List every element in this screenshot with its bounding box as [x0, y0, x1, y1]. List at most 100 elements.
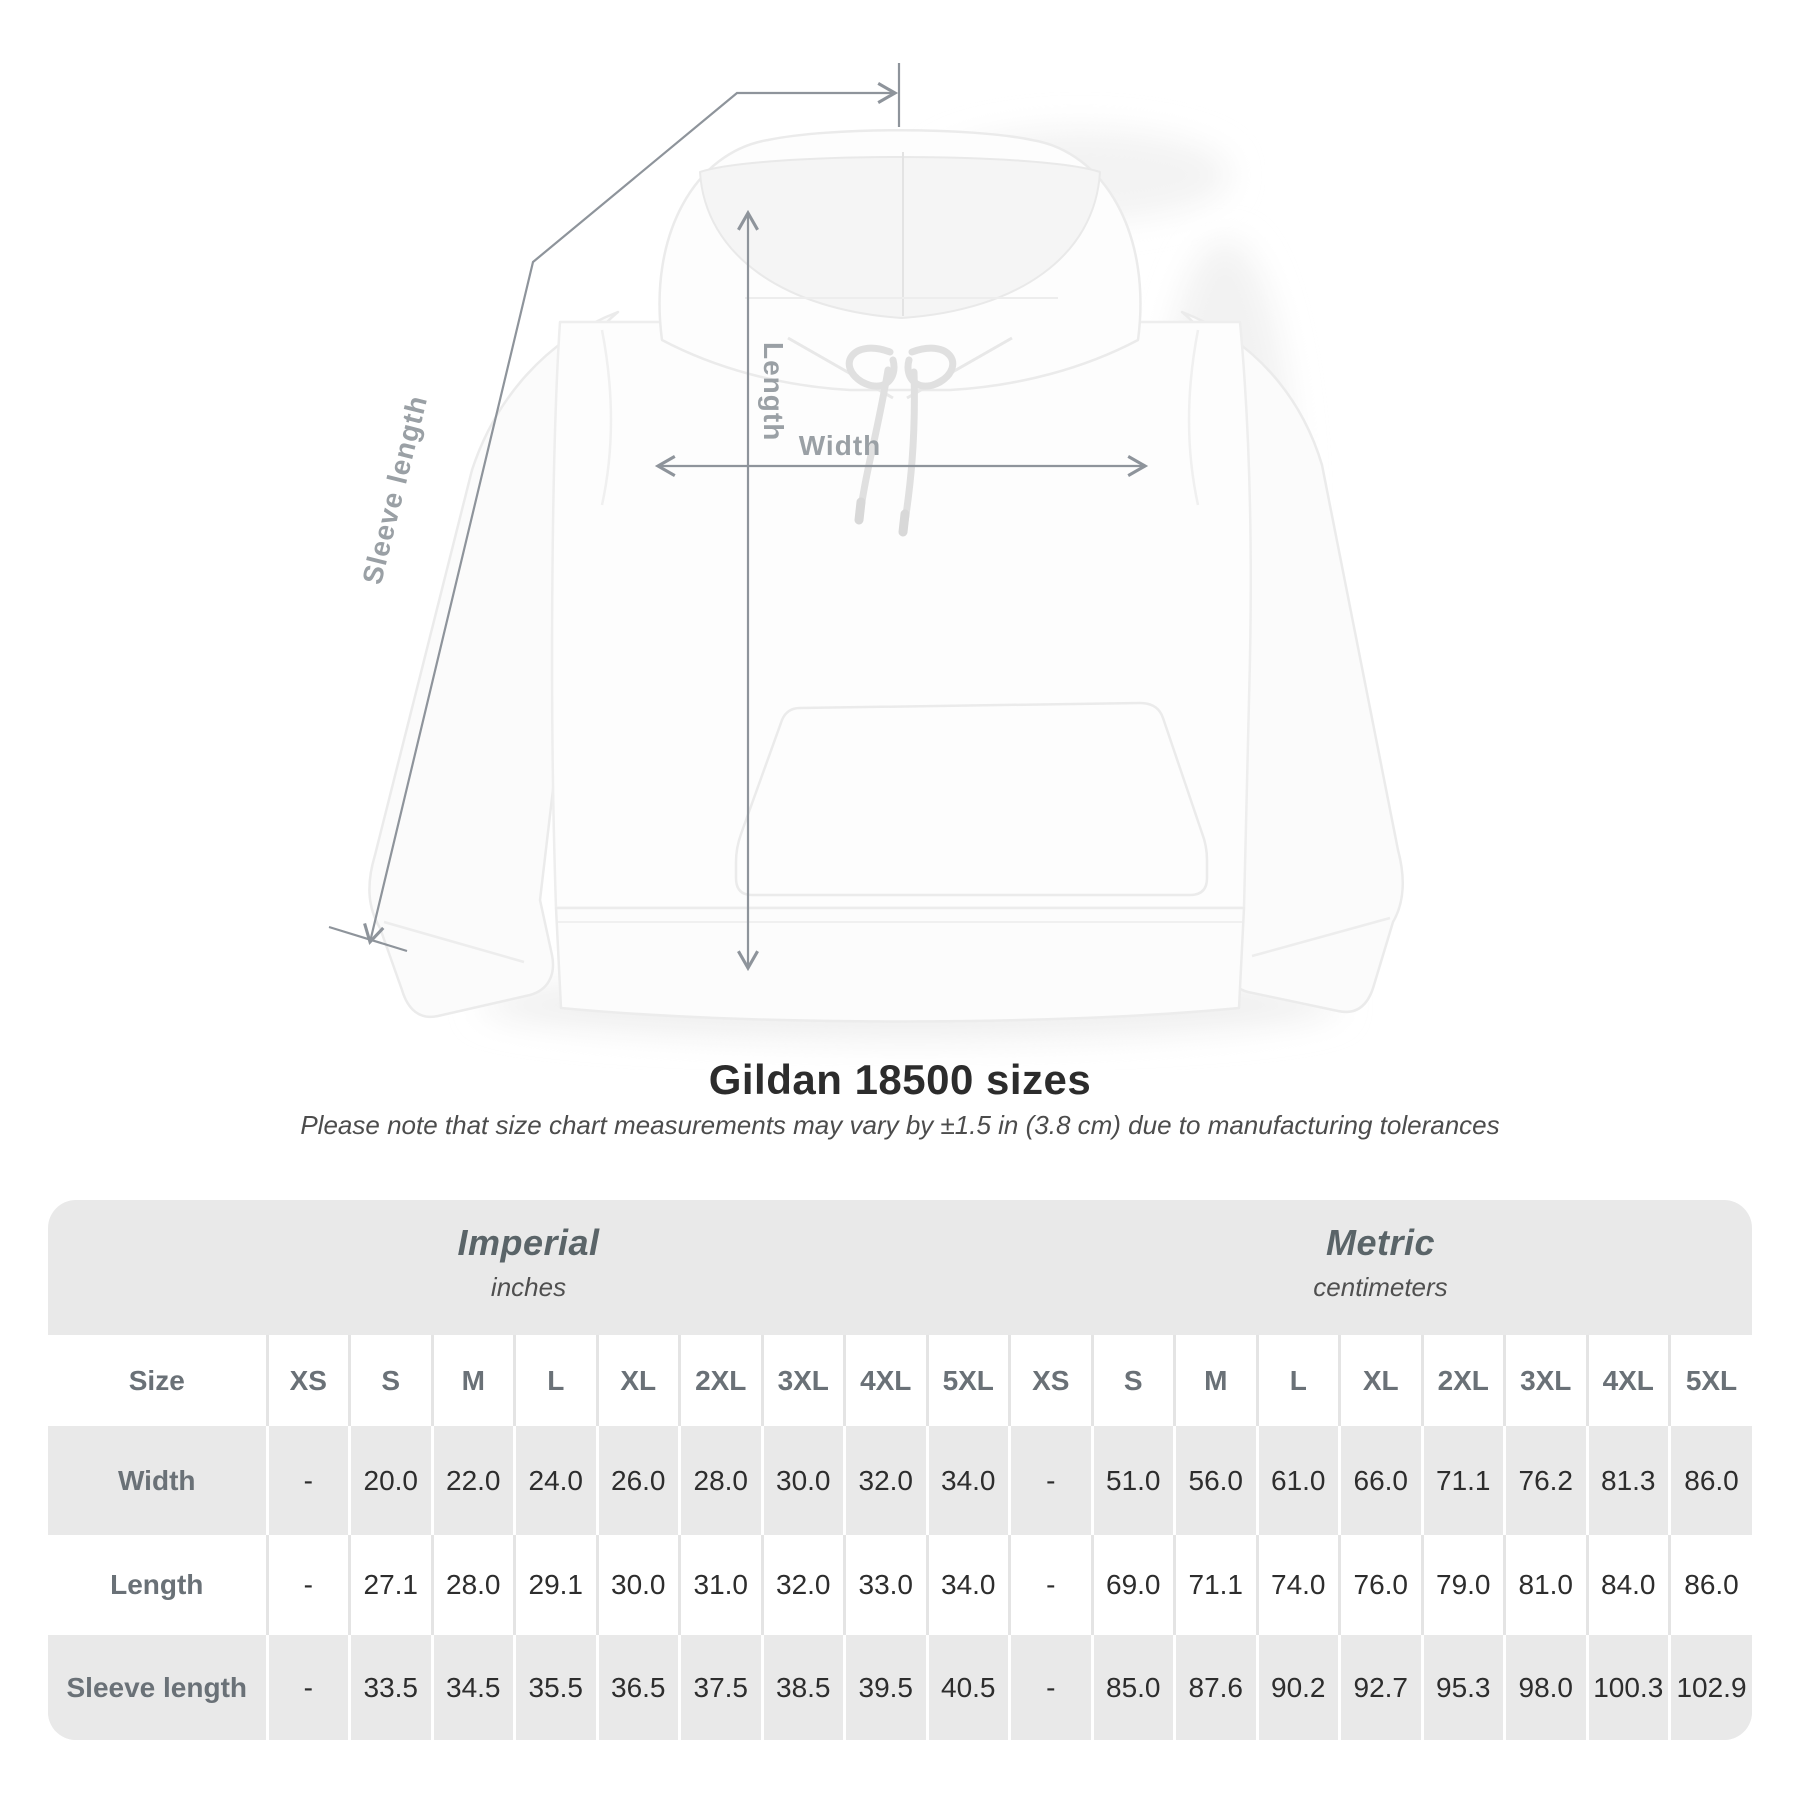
table-cell: 86.0	[1668, 1535, 1752, 1635]
table-cell: 100.3	[1585, 1635, 1670, 1740]
table-cell: -	[265, 1426, 350, 1535]
table-row-length: Length - 27.1 28.0 29.1 30.0 31.0 32.0 3…	[48, 1535, 1752, 1635]
table-cell: 38.5	[760, 1635, 845, 1740]
table-cell: 39.5	[843, 1635, 927, 1740]
table-cell: 66.0	[1338, 1426, 1422, 1535]
row-label: Width	[118, 1464, 196, 1496]
table-cell: 85.0	[1090, 1635, 1175, 1740]
imperial-label: Imperial	[457, 1222, 600, 1263]
hoodie-pocket	[734, 701, 1209, 897]
column-header: 3XL	[1503, 1335, 1587, 1426]
table-cell: 84.0	[1585, 1535, 1670, 1635]
table-cell: 28.0	[430, 1535, 515, 1635]
metric-unit-group: Metric centimeters	[1009, 1200, 1752, 1335]
length-label: Length	[758, 342, 789, 441]
table-cell: 34.0	[925, 1426, 1010, 1535]
page-title: Gildan 18500 sizes	[708, 1056, 1092, 1103]
sleeve-length-label: Sleeve length	[356, 392, 433, 587]
column-header: 5XL	[925, 1335, 1010, 1426]
column-header: XL	[1338, 1335, 1422, 1426]
table-cell: 33.0	[843, 1535, 927, 1635]
table-cell: 76.2	[1503, 1426, 1587, 1535]
table-cell: -	[265, 1535, 350, 1635]
column-header: 4XL	[843, 1335, 927, 1426]
table-cell: 69.0	[1090, 1535, 1175, 1635]
column-header: 3XL	[760, 1335, 845, 1426]
table-cell: 92.7	[1338, 1635, 1422, 1740]
table-cell: 29.1	[513, 1535, 597, 1635]
table-cell: 22.0	[430, 1426, 515, 1535]
table-cell: 27.1	[348, 1535, 432, 1635]
sleeve-length-end-tick-bottom	[328, 925, 408, 953]
table-cell: 35.5	[513, 1635, 597, 1740]
column-header: S	[348, 1335, 432, 1426]
table-cell: 34.5	[430, 1635, 515, 1740]
column-header: 5XL	[1668, 1335, 1752, 1426]
table-cell: 81.3	[1585, 1426, 1670, 1535]
table-cell: 86.0	[1668, 1426, 1752, 1535]
table-row-width: Width - 20.0 22.0 24.0 26.0 28.0 30.0 32…	[48, 1426, 1752, 1535]
column-header: S	[1090, 1335, 1175, 1426]
hoodie-measurement-diagram: Width Length Sleeve length	[328, 63, 1405, 1039]
table-cell: 30.0	[595, 1535, 680, 1635]
metric-label: Metric	[1325, 1222, 1436, 1263]
column-header: 2XL	[1420, 1335, 1505, 1426]
table-cell: 71.1	[1173, 1535, 1257, 1635]
table-cell: 20.0	[348, 1426, 432, 1535]
table-cell: 79.0	[1420, 1535, 1505, 1635]
table-cell: -	[1008, 1426, 1092, 1535]
table-cell: 87.6	[1173, 1635, 1257, 1740]
column-header: XS	[265, 1335, 350, 1426]
unit-band: Imperial inches Metric centimeters	[48, 1200, 1752, 1335]
column-header: M	[430, 1335, 515, 1426]
table-cell: 31.0	[678, 1535, 762, 1635]
table-cell: 98.0	[1503, 1635, 1587, 1740]
table-cell: 36.5	[595, 1635, 680, 1740]
column-header: L	[1255, 1335, 1340, 1426]
table-cell: 74.0	[1255, 1535, 1340, 1635]
table-cell: 33.5	[348, 1635, 432, 1740]
table-cell: -	[1008, 1535, 1092, 1635]
dimension-lines	[328, 63, 1149, 972]
hoodie-hem-band	[554, 906, 1246, 1023]
table-cell: 95.3	[1420, 1635, 1505, 1740]
column-header: XS	[1008, 1335, 1092, 1426]
table-cell: 56.0	[1173, 1426, 1257, 1535]
table-cell: 32.0	[760, 1535, 845, 1635]
table-cell: 32.0	[843, 1426, 927, 1535]
size-table-card: Imperial inches Metric centimeters Size …	[48, 1200, 1752, 1740]
table-cell: 76.0	[1338, 1535, 1422, 1635]
table-cell: 37.5	[678, 1635, 762, 1740]
table-cell: 24.0	[513, 1426, 597, 1535]
table-cell: 51.0	[1090, 1426, 1175, 1535]
column-header: M	[1173, 1335, 1257, 1426]
width-label: Width	[799, 430, 882, 461]
table-cell: 71.1	[1420, 1426, 1505, 1535]
metric-sublabel: centimeters	[1313, 1272, 1448, 1302]
table-cell: 102.9	[1668, 1635, 1752, 1740]
column-header: 4XL	[1585, 1335, 1670, 1426]
table-cell: 30.0	[760, 1426, 845, 1535]
column-header: 2XL	[678, 1335, 762, 1426]
table-cell: 61.0	[1255, 1426, 1340, 1535]
table-row-sleeve-length: Sleeve length - 33.5 34.5 35.5 36.5 37.5…	[48, 1635, 1752, 1740]
table-cell: 26.0	[595, 1426, 680, 1535]
size-column-header: Size	[128, 1364, 185, 1396]
sleeve-length-arrow	[363, 82, 899, 946]
table-cell: 40.5	[925, 1635, 1010, 1740]
size-table: Size XS S M L XL 2XL 3XL 4XL 5XL XS S M …	[48, 1335, 1752, 1740]
table-cell: 34.0	[925, 1535, 1010, 1635]
column-header: L	[513, 1335, 597, 1426]
table-cell: 81.0	[1503, 1535, 1587, 1635]
row-label: Sleeve length	[66, 1671, 247, 1703]
tolerance-note: Please note that size chart measurements…	[300, 1110, 1500, 1140]
table-cell: -	[265, 1635, 350, 1740]
table-cell: -	[1008, 1635, 1092, 1740]
table-cell: 90.2	[1255, 1635, 1340, 1740]
column-header: XL	[595, 1335, 680, 1426]
imperial-sublabel: inches	[490, 1272, 567, 1302]
row-label: Length	[110, 1569, 204, 1600]
imperial-unit-group: Imperial inches	[48, 1200, 1009, 1335]
size-header-row: Size XS S M L XL 2XL 3XL 4XL 5XL XS S M …	[48, 1335, 1752, 1426]
